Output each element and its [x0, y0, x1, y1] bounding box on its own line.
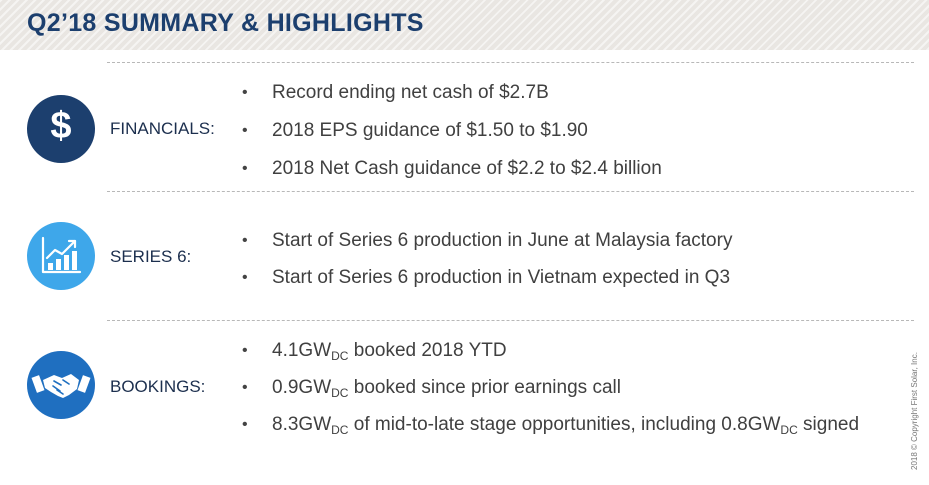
copyright-notice: 2018 © Copyright First Solar, Inc. [910, 352, 919, 470]
series6-bullet: Start of Series 6 production in Vietnam … [272, 267, 731, 288]
divider [107, 320, 914, 321]
divider [107, 62, 914, 63]
bullet-marker: • [242, 122, 248, 139]
section-label-financials: FINANCIALS: [110, 119, 215, 138]
financials-bullet: Record ending net cash of $2.7B [272, 82, 549, 103]
divider [107, 191, 914, 192]
bullet-marker: • [242, 160, 248, 177]
financials-bullet: 2018 EPS guidance of $1.50 to $1.90 [272, 120, 588, 141]
series6-bullet: Start of Series 6 production in June at … [272, 230, 733, 251]
financials-bullet: 2018 Net Cash guidance of $2.2 to $2.4 b… [272, 158, 662, 179]
section-label-series6: SERIES 6: [110, 247, 192, 266]
dollar-icon: $ [27, 95, 95, 163]
dollar-symbol: $ [50, 105, 72, 147]
bullet-subscript: DC [331, 349, 349, 363]
bookings-bullet: 8.3GWDC of mid-to-late stage opportuniti… [272, 414, 859, 436]
bullet-text: of mid-to-late stage opportunities, incl… [348, 414, 781, 435]
bullet-marker: • [242, 342, 248, 359]
bullet-text: booked 2018 YTD [348, 340, 507, 361]
page-title: Q2’18 SUMMARY & HIGHLIGHTS [27, 9, 424, 37]
bullet-subscript: DC [331, 386, 349, 400]
bullet-text: 8.3GW [272, 414, 332, 435]
bullet-subscript: DC [331, 423, 349, 437]
bullet-marker: • [242, 84, 248, 101]
bullet-text: booked since prior earnings call [348, 377, 621, 398]
header-banner: Q2’18 SUMMARY & HIGHLIGHTS [0, 0, 929, 50]
bullet-marker: • [242, 416, 248, 433]
bullet-marker: • [242, 379, 248, 396]
handshake-icon [27, 351, 95, 419]
bullet-marker: • [242, 269, 248, 286]
growth-chart-graphic [41, 236, 82, 274]
bullet-text: 0.9GW [272, 377, 332, 398]
bullet-marker: • [242, 232, 248, 249]
bullet-text: 4.1GW [272, 340, 332, 361]
handshake-graphic [31, 374, 91, 398]
bullet-subscript: DC [780, 423, 798, 437]
bookings-bullet: 0.9GWDC booked since prior earnings call [272, 377, 621, 399]
bookings-bullet: 4.1GWDC booked 2018 YTD [272, 340, 507, 362]
bullet-text: signed [797, 414, 860, 435]
growth-chart-icon [27, 222, 95, 290]
section-label-bookings: BOOKINGS: [110, 377, 206, 396]
